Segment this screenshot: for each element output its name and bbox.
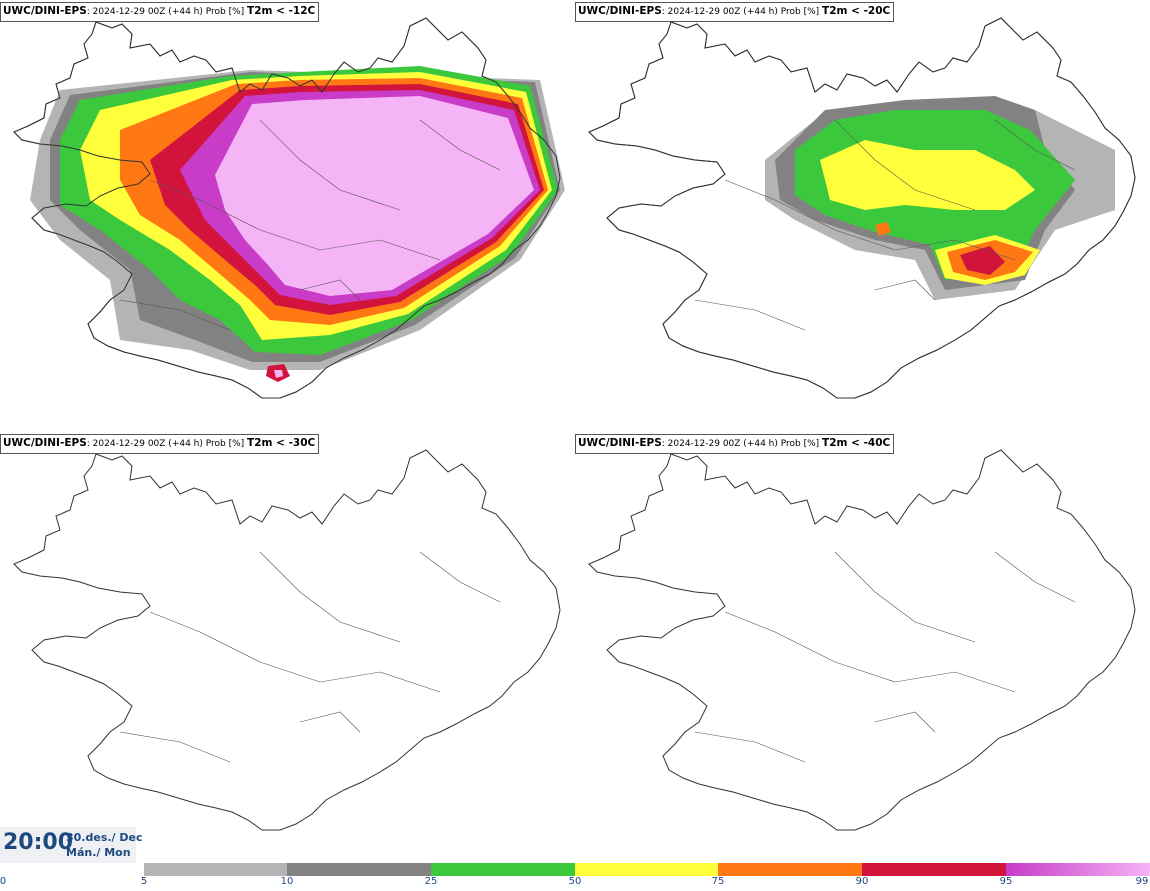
- colorbar-seg-95-99: [1006, 863, 1150, 876]
- panel-title: UWC/DINI-EPS: 2024-12-29 00Z (+44 h) Pro…: [575, 2, 895, 22]
- colorbar-seg-50-75: [575, 863, 718, 876]
- prob-75-90-north: [875, 222, 891, 236]
- prob-90-95-south: [960, 246, 1005, 275]
- iceland-map: [13, 449, 561, 831]
- iceland-map: [588, 449, 1136, 831]
- map-panel-minus30: UWC/DINI-EPS: 2024-12-29 00Z (+44 h) Pro…: [0, 432, 575, 864]
- parameter-label: T2m < -40C: [822, 437, 891, 449]
- colorbar-seg-10-25: [287, 863, 431, 876]
- iceland-map: [588, 17, 1136, 399]
- parameter-label: T2m < -12C: [247, 5, 316, 17]
- model-name: UWC/DINI-EPS: [3, 5, 87, 17]
- prob-50-75-area: [820, 140, 1035, 210]
- colorbar-label-95: 95: [999, 876, 1013, 887]
- valid-time-box: 20:00 30.des./ Dec Mán./ Mon: [0, 827, 143, 863]
- colorbar-label-0: 0: [0, 876, 7, 887]
- colorbar-label-5: 5: [140, 876, 148, 887]
- model-name: UWC/DINI-EPS: [578, 5, 662, 17]
- model-name: UWC/DINI-EPS: [578, 437, 662, 449]
- colorbar-seg-5-10: [144, 863, 287, 876]
- panel-title: UWC/DINI-EPS: 2024-12-29 00Z (+44 h) Pro…: [0, 2, 320, 22]
- panel-title: UWC/DINI-EPS: 2024-12-29 00Z (+44 h) Pro…: [575, 434, 895, 454]
- colorbar-label-25: 25: [424, 876, 438, 887]
- parameter-label: T2m < -20C: [822, 5, 891, 17]
- colorbar-seg-25-50: [431, 863, 575, 876]
- run-info: : 2024-12-29 00Z (+44 h) Prob [%]: [86, 439, 245, 449]
- colorbar-label-99: 99: [1135, 876, 1149, 887]
- iceland-map: [13, 17, 565, 399]
- parameter-label: T2m < -30C: [247, 437, 316, 449]
- run-info: : 2024-12-29 00Z (+44 h) Prob [%]: [86, 7, 245, 17]
- colorbar-label-75: 75: [711, 876, 725, 887]
- colorbar-seg-75-90: [718, 863, 862, 876]
- model-name: UWC/DINI-EPS: [3, 437, 87, 449]
- colorbar-label-10: 10: [280, 876, 294, 887]
- valid-date: 30.des./ Dec: [66, 831, 143, 844]
- probability-colorbar: [144, 863, 1150, 876]
- map-panel-minus20: UWC/DINI-EPS: 2024-12-29 00Z (+44 h) Pro…: [575, 0, 1150, 432]
- map-panel-minus40: UWC/DINI-EPS: 2024-12-29 00Z (+44 h) Pro…: [575, 432, 1150, 864]
- run-info: : 2024-12-29 00Z (+44 h) Prob [%]: [661, 7, 820, 17]
- colorbar-label-90: 90: [855, 876, 869, 887]
- colorbar-label-50: 50: [568, 876, 582, 887]
- colorbar-seg-90-95: [862, 863, 1006, 876]
- map-panel-minus12: UWC/DINI-EPS: 2024-12-29 00Z (+44 h) Pro…: [0, 0, 575, 432]
- valid-weekday: Mán./ Mon: [66, 846, 131, 859]
- panel-title: UWC/DINI-EPS: 2024-12-29 00Z (+44 h) Pro…: [0, 434, 320, 454]
- valid-time-clock: 20:00: [3, 830, 74, 855]
- run-info: : 2024-12-29 00Z (+44 h) Prob [%]: [661, 439, 820, 449]
